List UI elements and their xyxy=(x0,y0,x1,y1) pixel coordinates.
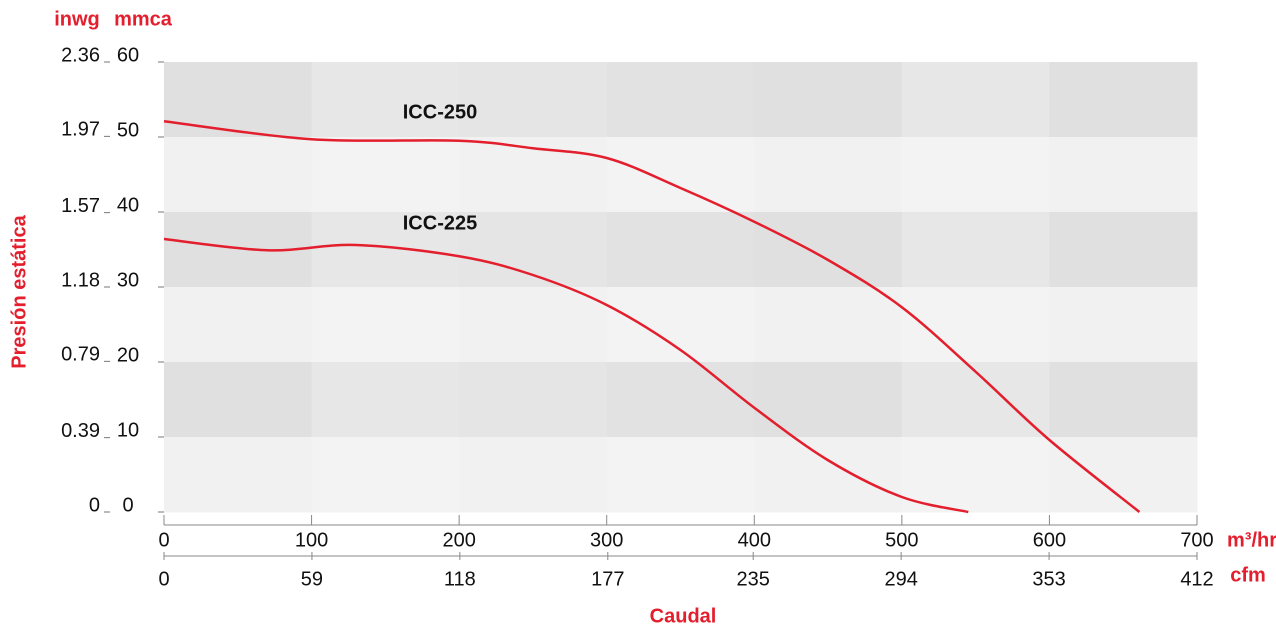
plot-cell xyxy=(901,62,1050,138)
plot-cell xyxy=(1049,437,1198,513)
plot-cell xyxy=(164,362,313,438)
y-tick-label: 0 xyxy=(122,494,133,516)
y2-tick-label: 1.97 xyxy=(61,119,100,141)
plot-cell xyxy=(754,212,903,288)
plot-cell xyxy=(459,62,608,138)
plot-cell xyxy=(311,437,460,513)
x2-unit: cfm xyxy=(1230,564,1266,586)
plot-cell xyxy=(606,137,755,213)
plot-cell xyxy=(1049,62,1198,138)
plot-cell xyxy=(459,137,608,213)
x-unit: m³/hr xyxy=(1227,529,1276,551)
y-tick-label: 10 xyxy=(117,419,139,441)
plot-cell xyxy=(754,137,903,213)
curve-label: ICC-225 xyxy=(403,212,477,234)
plot-cell xyxy=(311,62,460,138)
x-tick-label: 100 xyxy=(295,529,328,551)
x2-tick-label: 353 xyxy=(1032,568,1065,590)
plot-cell xyxy=(164,287,313,363)
curve xyxy=(163,237,969,514)
plot-cell xyxy=(459,437,608,513)
y-tick-label: 30 xyxy=(117,269,139,291)
x2-tick-label: 177 xyxy=(591,568,624,590)
plot-cell xyxy=(606,212,755,288)
x2-tick-label: 59 xyxy=(301,568,323,590)
plot-cell xyxy=(311,362,460,438)
plot-cell xyxy=(606,362,755,438)
x-tick-label: 200 xyxy=(442,529,475,551)
plot-cell xyxy=(754,362,903,438)
plot-cell xyxy=(754,62,903,138)
plot-cell xyxy=(901,437,1050,513)
y2-tick-label: 1.18 xyxy=(61,269,100,291)
plot-cell xyxy=(901,287,1050,363)
y2-tick-label: 0.39 xyxy=(61,420,100,442)
plot-cell xyxy=(311,287,460,363)
x2-tick-label: 118 xyxy=(444,568,476,590)
plot-cell xyxy=(164,62,313,138)
x-tick-label: 0 xyxy=(158,529,169,551)
curve xyxy=(163,120,1141,513)
plot-cell xyxy=(311,137,460,213)
y2-tick-label: 0.79 xyxy=(61,344,100,366)
y-unit: mmca xyxy=(114,8,173,30)
plot-background xyxy=(164,62,1198,513)
y2-tick-label: 1.57 xyxy=(61,195,100,217)
plot-cell xyxy=(311,212,460,288)
plot-cell xyxy=(164,437,313,513)
x2-tick-label: 0 xyxy=(158,568,169,590)
y-tick-label: 50 xyxy=(117,119,139,141)
x-tick-label: 500 xyxy=(885,529,918,551)
plot-cell xyxy=(606,62,755,138)
plot-cell xyxy=(754,437,903,513)
x-tick-label: 300 xyxy=(590,529,623,551)
plot-cell xyxy=(1049,212,1198,288)
plot-cell xyxy=(459,287,608,363)
plot-cell xyxy=(901,137,1050,213)
y-axis-title: Presión estática xyxy=(8,214,30,368)
plot-cell xyxy=(901,212,1050,288)
plot-cell xyxy=(754,287,903,363)
x-axis-title: Caudal xyxy=(650,605,717,627)
y-tick-label: 60 xyxy=(117,44,139,66)
y2-tick-label: 2.36 xyxy=(61,44,100,66)
y2-unit: inwg xyxy=(54,8,100,30)
plot-cell xyxy=(1049,287,1198,363)
y-tick-label: 40 xyxy=(117,194,139,216)
y2-tick-label: 0 xyxy=(89,494,100,516)
x2-tick-label: 294 xyxy=(884,568,917,590)
plot-cell xyxy=(606,437,755,513)
plot-cell xyxy=(1049,137,1198,213)
y-tick-label: 20 xyxy=(117,344,139,366)
plot-cell xyxy=(1049,362,1198,438)
plot-cell xyxy=(901,362,1050,438)
x-tick-label: 700 xyxy=(1180,529,1213,551)
x2-tick-label: 235 xyxy=(737,568,770,590)
x-tick-label: 400 xyxy=(738,529,771,551)
x-tick-label: 600 xyxy=(1033,529,1066,551)
x2-tick-label: 412 xyxy=(1180,568,1213,590)
plot-cell xyxy=(459,362,608,438)
plot-cell xyxy=(164,137,313,213)
curve-label: ICC-250 xyxy=(403,101,477,123)
